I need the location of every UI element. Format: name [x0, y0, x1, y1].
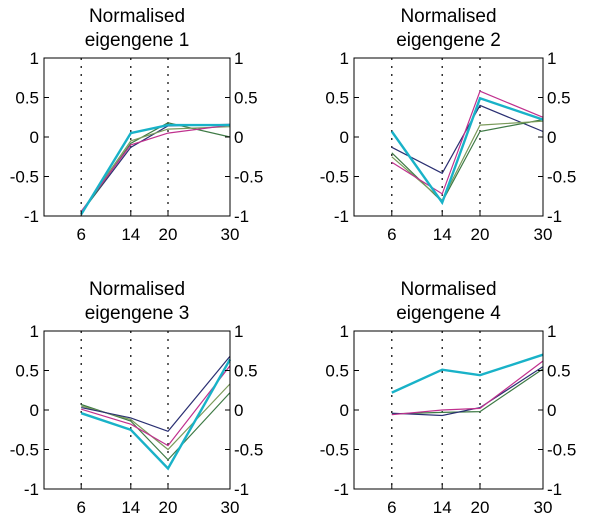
y-tick-label-right: -1: [547, 207, 562, 226]
series-line-cyan: [390, 96, 544, 206]
y-tick-label-right: 0.5: [547, 362, 571, 381]
y-tick-label-left: -0.5: [10, 168, 39, 187]
y-tick-label-right: -0.5: [547, 441, 576, 460]
y-tick-label-left: 1: [30, 49, 39, 68]
y-tick-label-right: 0: [234, 128, 243, 147]
y-tick-label-left: 0.5: [15, 362, 39, 381]
y-tick-label-left: -1: [334, 480, 349, 499]
panel-3: Normalised eigengene 3 1 1 0.5 0.5 0 0 -0.5 -0.5 -…: [10, 279, 264, 517]
chart-title-line: eigengene 1: [85, 30, 190, 51]
y-tick-label-right: 0.5: [547, 89, 571, 108]
x-tick-label: 14: [433, 225, 452, 244]
chart-title-line: Normalised: [89, 6, 185, 27]
plot-frame: [353, 57, 544, 217]
y-tick-label-left: 0.5: [15, 89, 39, 108]
series-line-navy: [391, 366, 544, 417]
x-tick-label: 20: [471, 225, 490, 244]
x-tick-label: 30: [534, 225, 553, 244]
panel-1: Normalised eigengene 1 1 1 0.5 0.5 0 0 -0.5 -0.5 -…: [10, 6, 264, 244]
x-tick-label: 6: [387, 498, 396, 517]
plot-frame: [43, 57, 231, 217]
y-tick-label-right: -1: [234, 207, 249, 226]
y-tick-label-right: 0: [547, 128, 556, 147]
y-tick-label-right: 1: [547, 322, 556, 341]
y-tick-label-left: 0.5: [325, 362, 349, 381]
y-tick-label-left: -1: [24, 207, 39, 226]
y-tick-label-right: 1: [547, 49, 556, 68]
y-tick-label-left: -1: [24, 480, 39, 499]
x-tick-label: 6: [76, 498, 85, 517]
y-tick-label-right: -0.5: [547, 168, 576, 187]
y-tick-label-right: 1: [234, 49, 243, 68]
series-line-magenta: [391, 90, 544, 195]
y-tick-label-right: 0.5: [234, 89, 258, 108]
x-tick-label: 14: [433, 498, 452, 517]
y-tick-label-right: 0: [547, 401, 556, 420]
chart-title-line: Normalised: [400, 6, 496, 27]
chart-title-line: eigengene 4: [396, 303, 501, 324]
y-tick-label-left: 1: [340, 322, 349, 341]
x-tick-label: 14: [121, 498, 140, 517]
panel-4: Normalised eigengene 4 1 1 0.5 0.5 0 0 -0.5 -0.5 -…: [320, 279, 577, 517]
y-tick-label-left: 0: [340, 401, 349, 420]
y-tick-label-right: -0.5: [234, 441, 263, 460]
x-tick-label: 30: [534, 498, 553, 517]
series-line-cyan: [391, 353, 544, 394]
y-tick-label-left: 1: [30, 322, 39, 341]
y-tick-label-left: -0.5: [320, 168, 349, 187]
y-tick-label-right: 0.5: [234, 362, 258, 381]
series-line-navy: [391, 104, 544, 175]
y-tick-label-left: 0.5: [325, 89, 349, 108]
y-tick-label-left: -1: [334, 207, 349, 226]
x-tick-label: 30: [221, 498, 240, 517]
y-tick-label-left: -0.5: [320, 441, 349, 460]
series-line-navy: [81, 355, 231, 433]
x-tick-label: 20: [159, 225, 178, 244]
y-tick-label-left: 0: [30, 401, 39, 420]
series-line-olive: [80, 126, 231, 213]
chart-title-line: eigengene 3: [85, 303, 190, 324]
x-tick-label: 20: [159, 498, 178, 517]
x-tick-label: 6: [387, 225, 396, 244]
y-tick-label-right: -1: [234, 480, 249, 499]
panel-2: Normalised eigengene 2 1 1 0.5 0.5 0 0 -0.5 -0.5 -…: [320, 6, 577, 244]
x-tick-label: 14: [121, 225, 140, 244]
chart-title-line: Normalised: [400, 279, 496, 300]
series-line-magenta: [391, 360, 544, 416]
series-line-green: [391, 368, 544, 415]
y-tick-label-left: 0: [340, 128, 349, 147]
series-line-magenta: [81, 365, 231, 447]
series-line-magenta: [80, 124, 231, 212]
y-tick-label-right: -0.5: [234, 168, 263, 187]
y-tick-label-right: 1: [234, 322, 243, 341]
y-tick-label-left: -0.5: [10, 441, 39, 460]
chart-title-line: Normalised: [89, 279, 185, 300]
y-tick-label-left: 1: [340, 49, 349, 68]
series-line-green: [391, 119, 544, 203]
x-tick-label: 30: [221, 225, 240, 244]
x-tick-label: 20: [471, 498, 490, 517]
y-tick-label-right: -1: [547, 480, 562, 499]
series-line-cyan: [80, 123, 230, 216]
y-tick-label-left: 0: [30, 128, 39, 147]
x-tick-label: 6: [76, 225, 85, 244]
y-tick-label-right: 0: [234, 401, 243, 420]
series-line-cyan: [80, 358, 232, 471]
chart-title-line: eigengene 2: [396, 30, 501, 51]
